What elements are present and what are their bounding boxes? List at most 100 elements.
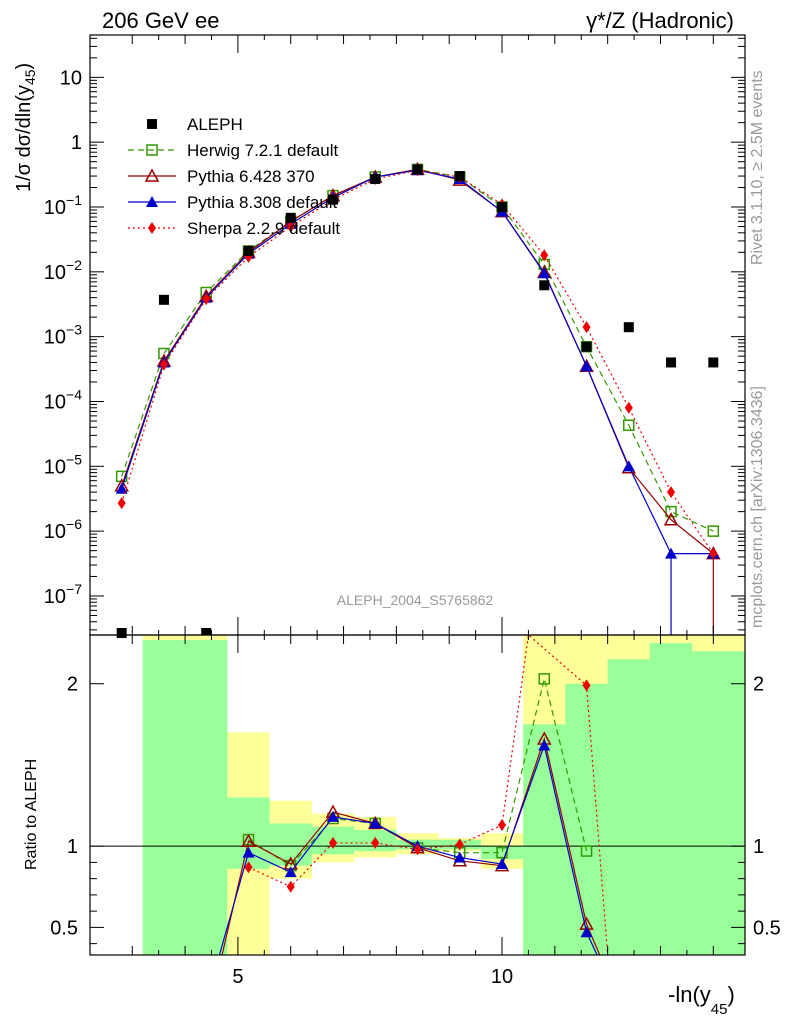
data-point bbox=[624, 401, 633, 414]
data-point bbox=[666, 357, 677, 368]
y-tick-label: 10−3 bbox=[44, 322, 82, 349]
data-point bbox=[116, 628, 127, 638]
ratio-y-tick-label-right: 0.5 bbox=[753, 917, 781, 939]
legend-marker bbox=[147, 119, 157, 129]
data-point bbox=[540, 249, 549, 262]
data-point bbox=[159, 358, 168, 371]
ratio-y-tick-label-right: 2 bbox=[753, 674, 764, 696]
main-y-axis-label: 1/σ dσ/dln(y45) bbox=[13, 63, 38, 192]
band-green bbox=[227, 797, 270, 869]
data-point bbox=[580, 360, 593, 372]
ratio-point bbox=[244, 861, 253, 874]
axes: 10 1 10−1 10−2 10−3 10−4 10−5 10−6 10−7 2 2 1 1 0.5 0.… bbox=[44, 34, 781, 988]
data-point bbox=[623, 322, 634, 333]
y-tick-label: 10−6 bbox=[44, 516, 82, 543]
ratio-point bbox=[286, 880, 295, 893]
y-tick-label: 10−5 bbox=[44, 451, 82, 478]
data-point bbox=[708, 357, 719, 368]
ratio-point bbox=[369, 817, 382, 829]
data-point bbox=[623, 419, 635, 431]
data-point bbox=[539, 280, 550, 291]
data-point bbox=[286, 220, 295, 233]
legend-entry: Herwig 7.2.1 default bbox=[128, 141, 338, 160]
band-green bbox=[692, 651, 745, 955]
data-point bbox=[665, 505, 677, 518]
band-green bbox=[565, 683, 608, 955]
ratio-point bbox=[328, 836, 337, 849]
data-point bbox=[581, 341, 592, 352]
data-point bbox=[243, 245, 254, 256]
data-point bbox=[665, 547, 678, 559]
data-point bbox=[412, 164, 423, 175]
legend-entry: Sherpa 2.2.9 default bbox=[128, 219, 340, 238]
ratio-y-tick-label: 2 bbox=[67, 674, 78, 696]
x-axis-label: -ln(y45) bbox=[668, 982, 735, 1018]
y-tick-label: 10−1 bbox=[44, 192, 82, 219]
legend-label: Pythia 8.308 default bbox=[187, 193, 338, 212]
ratio-point bbox=[580, 845, 593, 857]
data-point bbox=[158, 294, 169, 305]
data-point bbox=[582, 321, 591, 334]
band-green bbox=[480, 846, 524, 860]
ratio-point bbox=[455, 838, 464, 851]
ratio-y-axis-label: Ratio to ALEPH bbox=[23, 759, 40, 870]
y-tick-label: 1 bbox=[71, 132, 82, 154]
data-point bbox=[454, 171, 465, 182]
data-point bbox=[497, 202, 508, 213]
ratio-point bbox=[496, 846, 508, 859]
ratio-point bbox=[498, 819, 507, 832]
ratio-point bbox=[496, 858, 509, 870]
data-point bbox=[327, 194, 338, 205]
header-process-label: γ*/Z (Hadronic) bbox=[586, 8, 734, 33]
band-green bbox=[607, 659, 650, 955]
ratio-point bbox=[538, 739, 551, 751]
data-point bbox=[115, 482, 128, 494]
legend-label: ALEPH bbox=[187, 115, 243, 134]
ratio-point bbox=[413, 843, 422, 856]
legend-label: Herwig 7.2.1 default bbox=[187, 141, 338, 160]
y-tick-label: 10−7 bbox=[44, 581, 82, 608]
rivet-version-label: Rivet 3.1.10, ≥ 2.5M events bbox=[749, 70, 766, 265]
ratio-point bbox=[284, 866, 297, 878]
ratio-point bbox=[453, 851, 466, 863]
ratio-series-sherpa-2-2-9-default bbox=[244, 633, 609, 956]
data-point bbox=[117, 497, 126, 510]
data-point bbox=[285, 212, 296, 223]
header-energy-label: 206 GeV ee bbox=[102, 8, 219, 33]
y-tick-label: 10−4 bbox=[44, 386, 82, 413]
legend-entry: Pythia 8.308 default bbox=[128, 193, 338, 212]
x-tick-label: 10 bbox=[491, 966, 513, 988]
band-green bbox=[649, 643, 693, 955]
ratio-point bbox=[241, 833, 256, 848]
main-plot-area bbox=[114, 161, 721, 638]
mcplots-reference-label: mcplots.cern.ch [arXiv:1306.3436] bbox=[749, 386, 766, 628]
x-tick-label: 5 bbox=[232, 966, 243, 988]
legend-entry: ALEPH bbox=[147, 115, 243, 134]
uncertainty-bands bbox=[142, 635, 745, 955]
band-green bbox=[523, 724, 566, 955]
ratio-y-tick-label-right: 1 bbox=[753, 836, 764, 858]
legend-entry: Pythia 6.428 370 bbox=[128, 167, 315, 186]
ratio-point bbox=[538, 673, 551, 685]
ratio-point bbox=[326, 810, 339, 822]
legend: ALEPH Herwig 7.2.1 default Pythia 6.428 37… bbox=[128, 115, 340, 238]
ratio-plot-area bbox=[90, 633, 745, 956]
data-point bbox=[707, 525, 720, 537]
ratio-point bbox=[582, 679, 591, 692]
ratio-point bbox=[371, 836, 380, 849]
data-point bbox=[202, 293, 211, 306]
y-tick-label: 10−2 bbox=[44, 257, 82, 284]
ratio-y-tick-label: 0.5 bbox=[50, 917, 78, 939]
ratio-frame bbox=[89, 634, 746, 956]
legend-label: Sherpa 2.2.9 default bbox=[187, 219, 340, 238]
legend-marker bbox=[148, 222, 156, 234]
data-point bbox=[663, 512, 679, 526]
data-point bbox=[667, 486, 676, 499]
ratio-y-tick-label: 1 bbox=[67, 836, 78, 858]
data-point bbox=[538, 267, 551, 279]
ratio-point bbox=[242, 846, 255, 858]
band-green bbox=[142, 639, 228, 955]
legend-marker bbox=[144, 168, 160, 182]
data-point bbox=[622, 460, 635, 472]
